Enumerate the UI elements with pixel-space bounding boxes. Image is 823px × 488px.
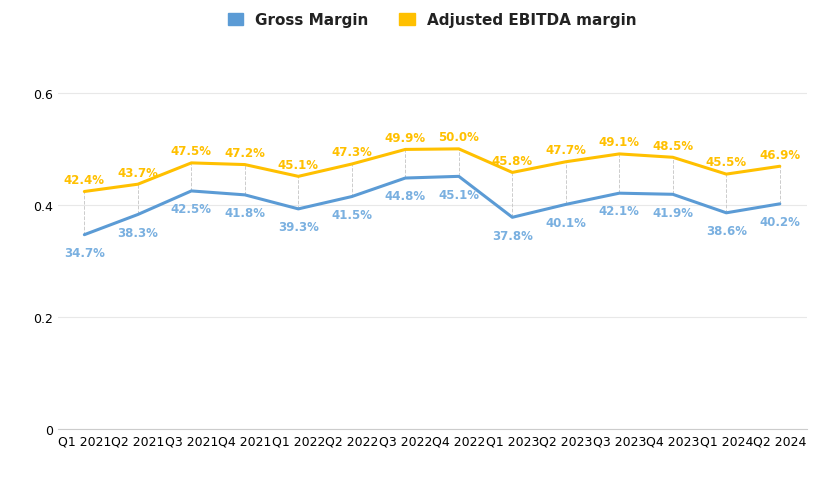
Gross Margin: [774, 202, 784, 207]
Text: 49.1%: 49.1%: [599, 136, 639, 149]
Adjusted EBITDA margin: [614, 152, 624, 158]
Gross Margin: [400, 176, 410, 182]
Adjusted EBITDA margin: [239, 163, 249, 168]
Text: 47.2%: 47.2%: [225, 147, 265, 160]
Text: 41.9%: 41.9%: [653, 206, 693, 219]
Adjusted EBITDA margin: [507, 170, 517, 176]
Text: 40.2%: 40.2%: [760, 216, 800, 228]
Adjusted EBITDA margin: [346, 162, 356, 167]
Text: 44.8%: 44.8%: [385, 190, 425, 203]
Text: 47.5%: 47.5%: [171, 145, 212, 158]
Text: 45.5%: 45.5%: [706, 156, 746, 169]
Text: 47.3%: 47.3%: [332, 146, 372, 159]
Adjusted EBITDA margin: [560, 160, 570, 165]
Text: 38.6%: 38.6%: [706, 224, 746, 238]
Gross Margin: [186, 189, 196, 195]
Adjusted EBITDA margin: [133, 182, 143, 188]
Text: 45.1%: 45.1%: [439, 188, 479, 201]
Gross Margin: [133, 212, 143, 218]
Text: 41.8%: 41.8%: [225, 206, 265, 220]
Gross Margin: [239, 193, 249, 199]
Adjusted EBITDA margin: [79, 189, 89, 195]
Adjusted EBITDA margin: [453, 146, 463, 152]
Text: 47.7%: 47.7%: [546, 144, 586, 157]
Gross Margin: [560, 202, 570, 208]
Gross Margin: [721, 210, 731, 216]
Text: 38.3%: 38.3%: [118, 226, 158, 239]
Text: 42.1%: 42.1%: [599, 205, 639, 218]
Gross Margin: [614, 191, 624, 197]
Text: 34.7%: 34.7%: [64, 246, 105, 259]
Gross Margin: [79, 232, 89, 238]
Text: 37.8%: 37.8%: [492, 229, 532, 242]
Adjusted EBITDA margin: [667, 155, 677, 161]
Text: 46.9%: 46.9%: [760, 148, 800, 162]
Text: 42.5%: 42.5%: [171, 203, 212, 216]
Gross Margin: [293, 206, 303, 212]
Text: 41.5%: 41.5%: [332, 208, 372, 221]
Adjusted EBITDA margin: [186, 161, 196, 166]
Adjusted EBITDA margin: [293, 174, 303, 180]
Gross Margin: [453, 174, 463, 180]
Line: Adjusted EBITDA margin: Adjusted EBITDA margin: [84, 149, 779, 192]
Gross Margin: [667, 192, 677, 198]
Adjusted EBITDA margin: [400, 147, 410, 153]
Gross Margin: [346, 194, 356, 200]
Text: 45.1%: 45.1%: [278, 159, 319, 171]
Text: 42.4%: 42.4%: [64, 174, 105, 186]
Text: 50.0%: 50.0%: [439, 131, 479, 144]
Gross Margin: [507, 215, 517, 221]
Legend: Gross Margin, Adjusted EBITDA margin: Gross Margin, Adjusted EBITDA margin: [221, 7, 643, 34]
Text: 43.7%: 43.7%: [118, 166, 158, 179]
Adjusted EBITDA margin: [774, 164, 784, 170]
Text: 49.9%: 49.9%: [385, 132, 425, 144]
Text: 39.3%: 39.3%: [278, 221, 319, 234]
Adjusted EBITDA margin: [721, 172, 731, 178]
Text: 40.1%: 40.1%: [546, 216, 586, 229]
Text: 48.5%: 48.5%: [653, 140, 693, 152]
Line: Gross Margin: Gross Margin: [84, 177, 779, 235]
Text: 45.8%: 45.8%: [492, 155, 532, 167]
